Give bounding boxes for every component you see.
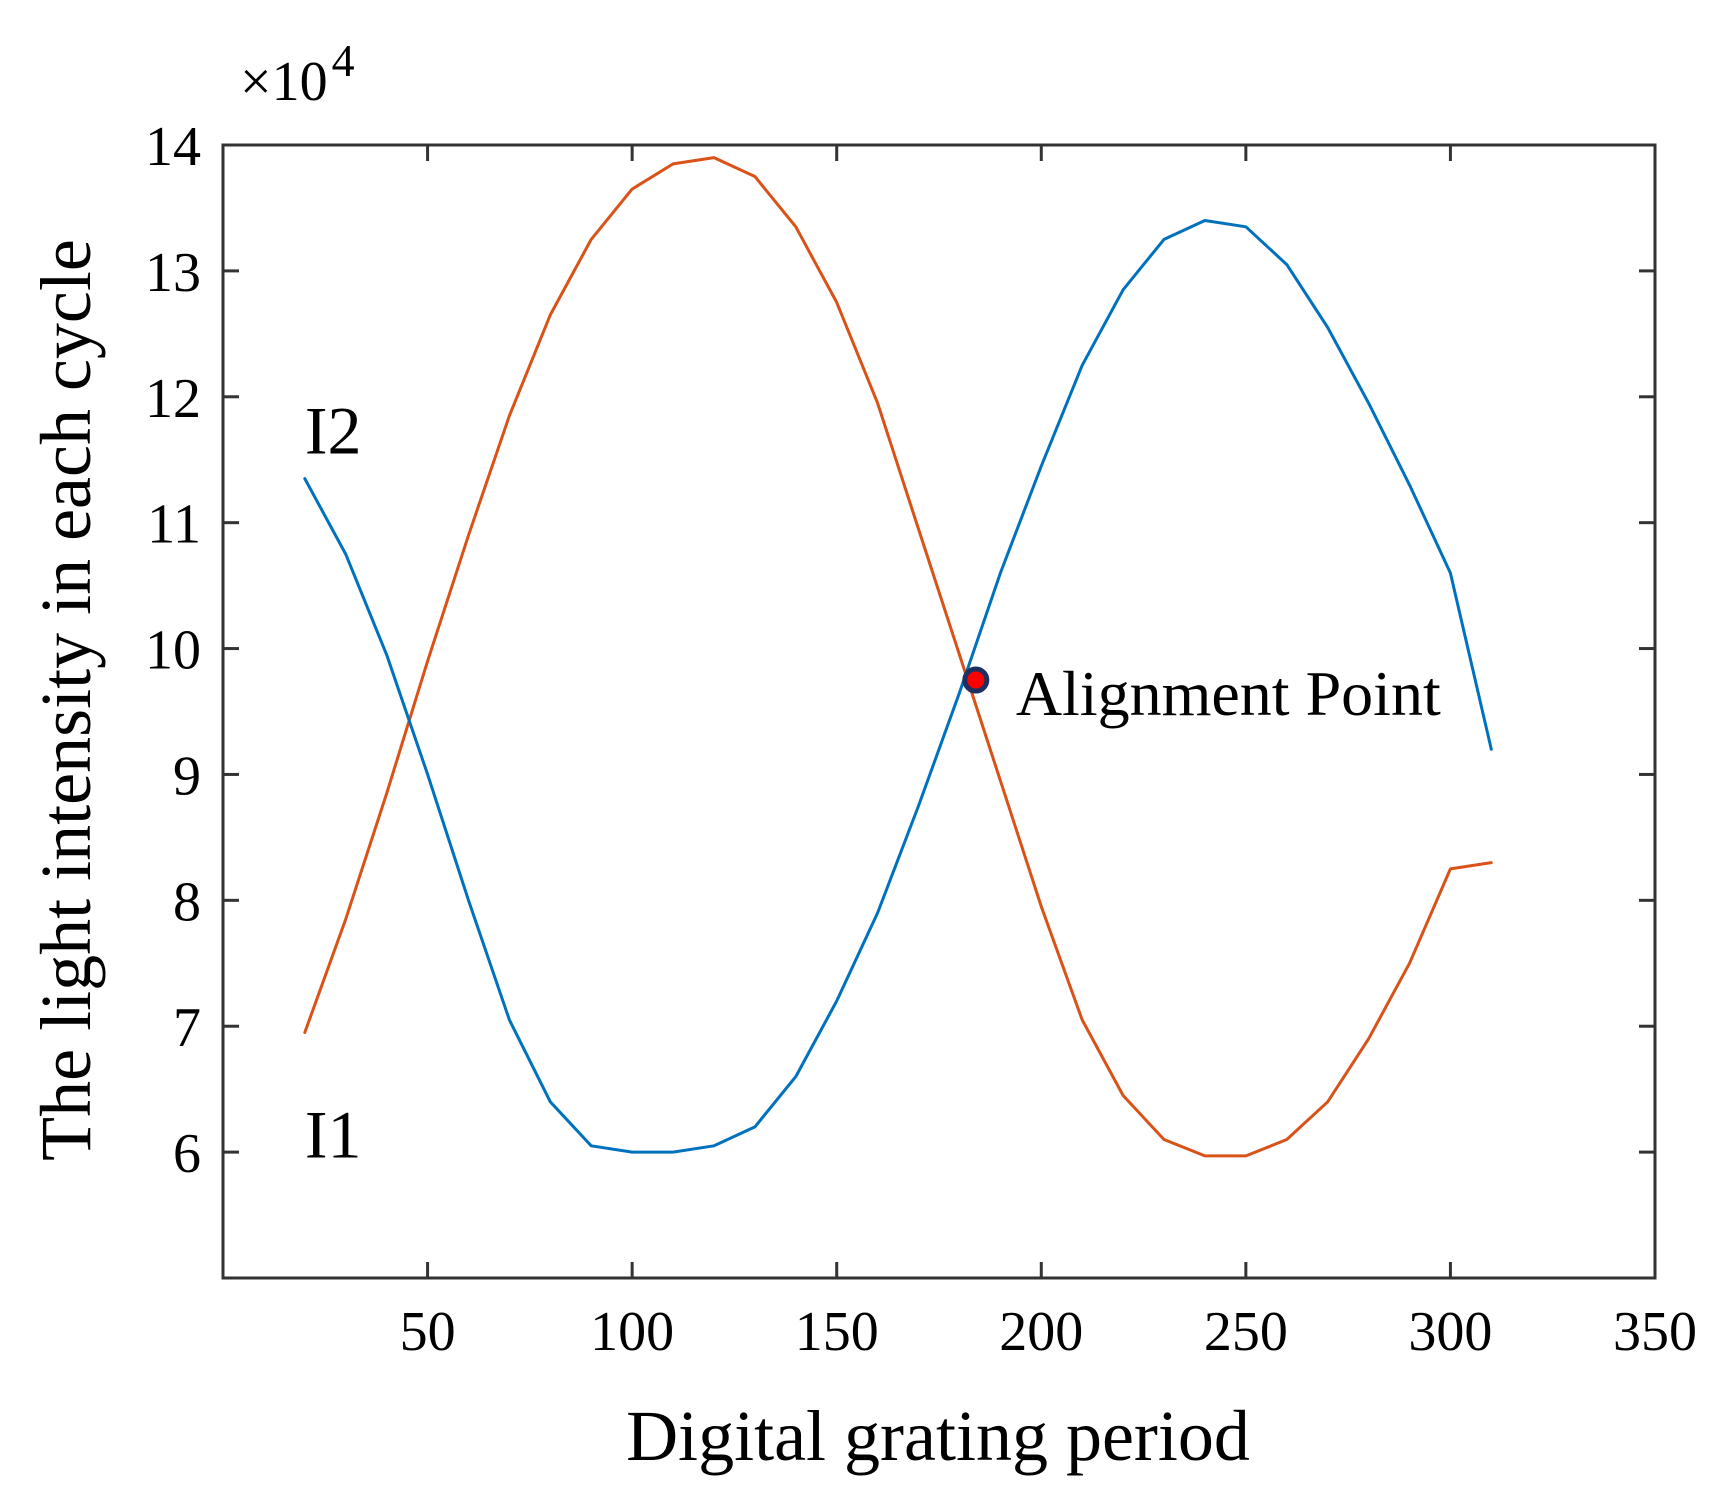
series-label-i2: I2 — [305, 393, 362, 469]
x-tick-label: 200 — [999, 1301, 1083, 1363]
series-layer: I1 I2 — [303, 156, 1493, 1173]
y-tick-label: 10 — [145, 620, 201, 682]
y-axis-multiplier-exponent: 4 — [332, 35, 355, 86]
y-tick-label: 14 — [145, 116, 201, 178]
y-tick-label: 6 — [173, 1123, 201, 1185]
series-line-i1 — [303, 156, 1493, 1158]
x-tick-label: 250 — [1204, 1301, 1288, 1363]
y-tick-label: 9 — [173, 745, 201, 807]
y-axis-multiplier: ×10 4 — [240, 35, 355, 113]
x-tick-label: 300 — [1408, 1301, 1492, 1363]
x-tick-label: 350 — [1613, 1301, 1697, 1363]
y-axis-multiplier-base: ×10 — [240, 51, 328, 113]
plot-frame — [221, 143, 1657, 1280]
plot-border — [221, 143, 1657, 1280]
y-tick-label: 7 — [173, 997, 201, 1059]
alignment-point-marker — [962, 666, 990, 694]
alignment-point-label: Alignment Point — [1016, 658, 1441, 729]
series-line-i2 — [303, 219, 1493, 1154]
x-axis-label: Digital grating period — [626, 1396, 1250, 1476]
y-axis-label: The light intensity in each cycle — [26, 239, 106, 1161]
y-axis-ticks: 6 7 8 9 10 11 12 13 14 — [145, 116, 1655, 1185]
x-tick-label: 150 — [795, 1301, 879, 1363]
y-tick-label: 11 — [147, 494, 201, 556]
x-tick-label: 50 — [400, 1301, 456, 1363]
series-label-i1: I1 — [305, 1097, 362, 1173]
y-tick-label: 12 — [145, 368, 201, 430]
x-axis-ticks: 50 100 150 200 250 300 350 — [400, 145, 1697, 1363]
x-tick-label: 100 — [590, 1301, 674, 1363]
y-tick-label: 8 — [173, 871, 201, 933]
annotation-layer: Alignment Point — [962, 658, 1441, 729]
y-tick-label: 13 — [145, 242, 201, 304]
